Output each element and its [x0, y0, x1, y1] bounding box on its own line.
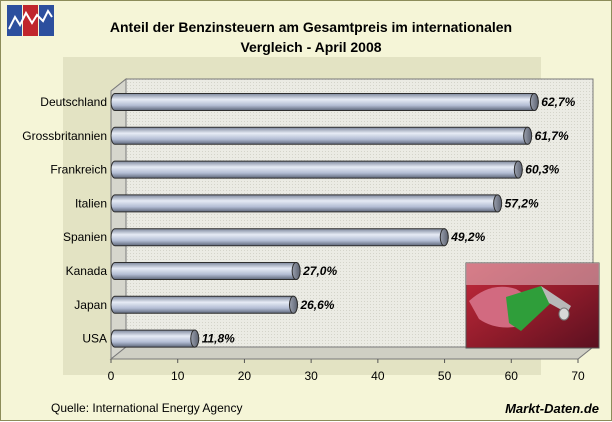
nozzle-spout	[541, 286, 571, 313]
bar-end-cap	[493, 194, 503, 213]
plot-floor	[109, 346, 595, 360]
x-tick-label: 60	[505, 369, 519, 383]
photo-highlight	[466, 263, 599, 285]
category-label: Kanada	[66, 264, 108, 278]
category-label: Deutschland	[40, 95, 107, 109]
x-tick-label: 40	[371, 369, 385, 383]
bar-group: Spanien 49,2%	[63, 228, 486, 247]
bar	[110, 194, 503, 213]
x-tick-label: 30	[304, 369, 318, 383]
category-label: Frankreich	[50, 163, 107, 177]
chart-title-line-1: Anteil der Benzinsteuern am Gesamtpreis …	[109, 19, 513, 35]
source-note: Quelle: International Energy Agency	[51, 401, 243, 415]
nozzle-body	[506, 286, 553, 331]
plot-left-wall	[110, 77, 127, 361]
bar	[110, 295, 298, 314]
bar	[110, 262, 301, 280]
value-label: 62,7%	[541, 95, 575, 109]
x-tick-label: 20	[238, 369, 252, 383]
bar-group: Japan 26,6%	[74, 295, 335, 314]
x-tick-label: 0	[108, 369, 115, 383]
category-label: Grossbritannien	[22, 129, 107, 143]
bar-group: Grossbritannien 61,7%	[22, 126, 569, 145]
x-tick-label: 10	[171, 369, 185, 383]
fuel-pump-nozzle-photo	[465, 262, 600, 349]
bar	[110, 160, 523, 179]
value-label: 26,6%	[299, 298, 334, 312]
bar-end-cap	[439, 228, 449, 247]
line-chart-logo-icon	[7, 5, 54, 36]
category-label: Spanien	[63, 230, 107, 244]
bar	[110, 329, 200, 348]
spout-tip	[558, 307, 570, 321]
chart-title-line-2: Vergleich - April 2008	[240, 39, 382, 55]
value-label: 11,8%	[202, 332, 235, 346]
bar	[110, 228, 449, 247]
brand-label: Markt-Daten.de	[505, 401, 599, 416]
value-label: 49,2%	[450, 230, 485, 244]
bar-end-cap	[190, 329, 200, 348]
value-label: 61,7%	[535, 129, 569, 143]
bar-end-cap	[288, 295, 298, 314]
bar-group: Italien 57,2%	[75, 194, 539, 213]
bar-group: Deutschland 62,7%	[40, 93, 576, 111]
chart-title: Anteil der Benzinsteuern am Gesamtpreis …	[71, 17, 551, 57]
value-label: 60,3%	[525, 163, 559, 177]
category-label: Italien	[75, 196, 107, 210]
category-label: Japan	[74, 298, 107, 312]
bar-end-cap	[523, 126, 533, 145]
value-label: 27,0%	[302, 264, 337, 278]
bar-group: Kanada 27,0%	[66, 262, 337, 280]
bar-end-cap	[529, 93, 539, 111]
bar-group: Frankreich 60,3%	[50, 160, 560, 179]
bar-group: USA 11,8%	[82, 329, 235, 348]
category-label: USA	[82, 332, 107, 346]
bar	[110, 126, 533, 145]
bar-end-cap	[513, 160, 523, 179]
value-label: 57,2%	[505, 196, 539, 210]
x-tick-label: 70	[571, 369, 585, 383]
x-tick-label: 50	[438, 369, 452, 383]
bar-end-cap	[291, 262, 301, 280]
bar	[110, 93, 539, 111]
